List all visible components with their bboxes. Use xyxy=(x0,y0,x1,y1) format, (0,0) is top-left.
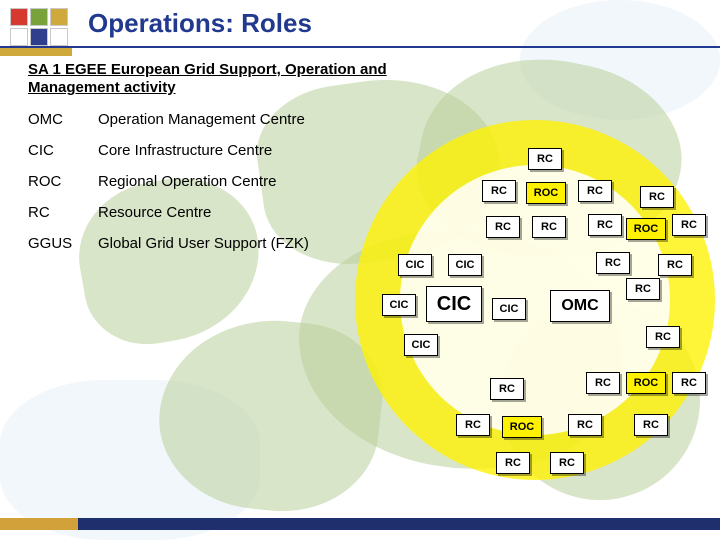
slide-header: Operations: Roles xyxy=(0,0,720,39)
subtitle-rest: EGEE European Grid Support, Operation an… xyxy=(28,61,387,96)
def-abbr: OMC xyxy=(28,111,98,128)
def-text: Operation Management Centre xyxy=(98,111,398,128)
def-text: Resource Centre xyxy=(98,204,398,221)
slide-title: Operations: Roles xyxy=(88,8,720,39)
def-text: Core Infrastructure Centre xyxy=(98,142,398,159)
def-text: Regional Operation Centre xyxy=(98,173,398,190)
logo-square xyxy=(10,8,28,26)
slide-footer xyxy=(0,518,720,530)
def-abbr: GGUS xyxy=(28,235,98,252)
slide-body: SA 1 EGEE European Grid Support, Operati… xyxy=(0,39,720,252)
def-text: Global Grid User Support (FZK) xyxy=(98,235,398,252)
def-abbr: ROC xyxy=(28,173,98,190)
logo-square xyxy=(50,8,68,26)
def-abbr: CIC xyxy=(28,142,98,159)
subtitle: SA 1 EGEE European Grid Support, Operati… xyxy=(28,61,448,97)
subtitle-sa1: SA 1 xyxy=(28,61,61,78)
logo-square xyxy=(30,8,48,26)
definitions-table: OMCOperation Management CentreCICCore In… xyxy=(28,111,720,252)
def-abbr: RC xyxy=(28,204,98,221)
